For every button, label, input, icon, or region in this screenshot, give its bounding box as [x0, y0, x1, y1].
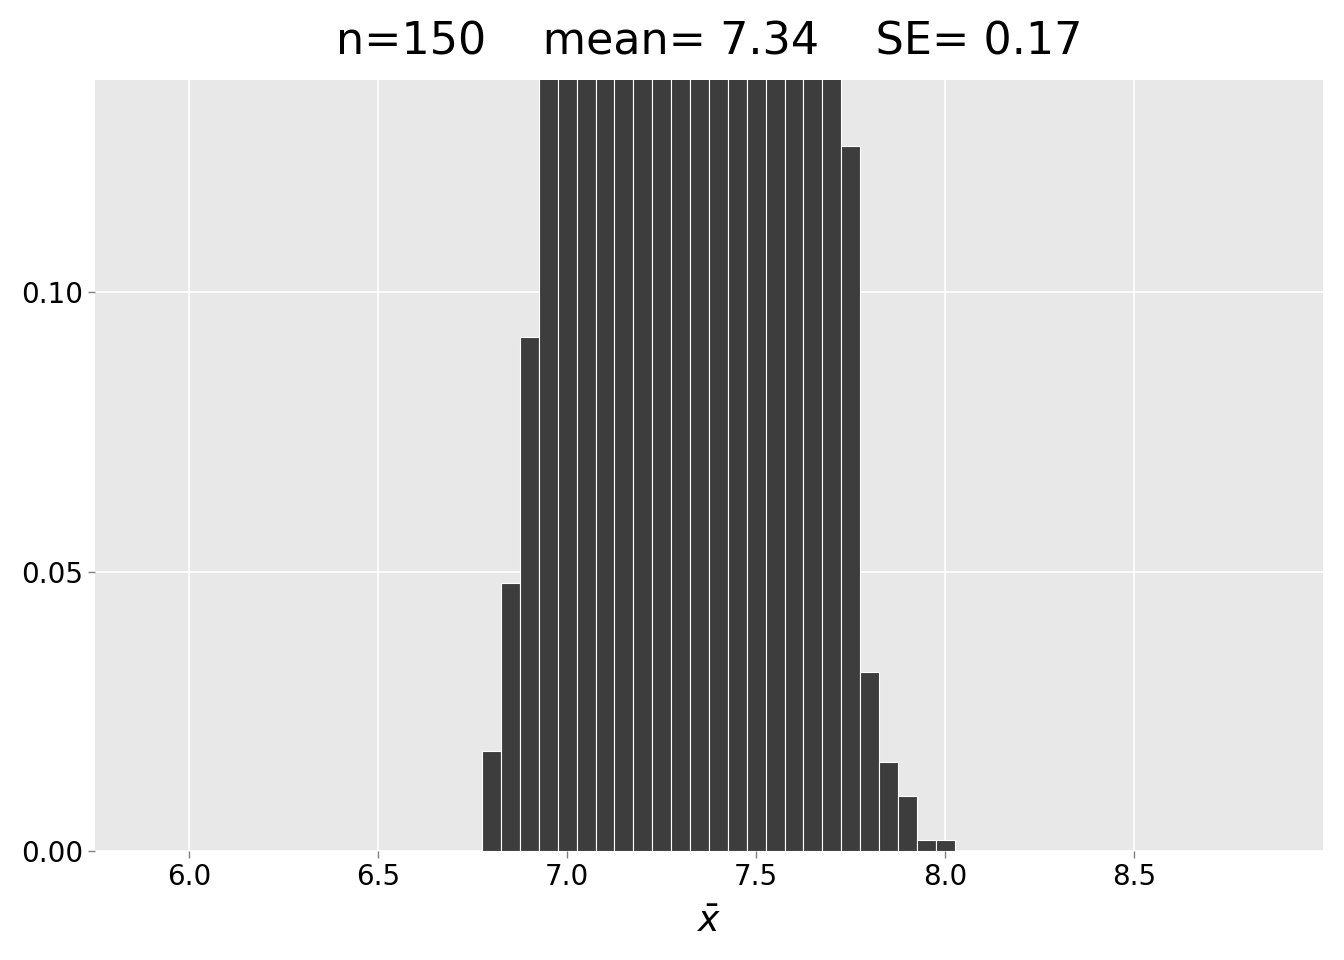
Bar [728, 0, 747, 852]
Bar [823, 0, 841, 852]
Title: n=150    mean= 7.34    SE= 0.17: n=150 mean= 7.34 SE= 0.17 [336, 21, 1082, 63]
Bar [917, 840, 935, 852]
Bar [935, 840, 954, 852]
Bar [689, 0, 710, 852]
Bar [614, 0, 633, 852]
Bar [482, 751, 501, 852]
Bar [520, 337, 539, 852]
Bar [710, 0, 728, 852]
Bar [879, 762, 898, 852]
Bar [558, 0, 577, 852]
Bar [671, 0, 689, 852]
Bar [898, 796, 917, 852]
Bar [860, 672, 879, 852]
Bar [633, 0, 652, 852]
Bar [577, 0, 595, 852]
Bar [804, 0, 823, 852]
Bar [841, 146, 860, 852]
Bar [785, 0, 804, 852]
Bar [595, 0, 614, 852]
Bar [747, 0, 766, 852]
Bar [501, 583, 520, 852]
Bar [539, 0, 558, 852]
Bar [766, 0, 785, 852]
X-axis label: $\bar{x}$: $\bar{x}$ [696, 905, 722, 939]
Bar [652, 0, 671, 852]
